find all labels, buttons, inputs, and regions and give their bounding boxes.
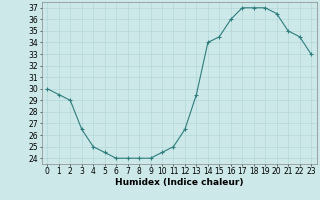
X-axis label: Humidex (Indice chaleur): Humidex (Indice chaleur) (115, 178, 244, 187)
